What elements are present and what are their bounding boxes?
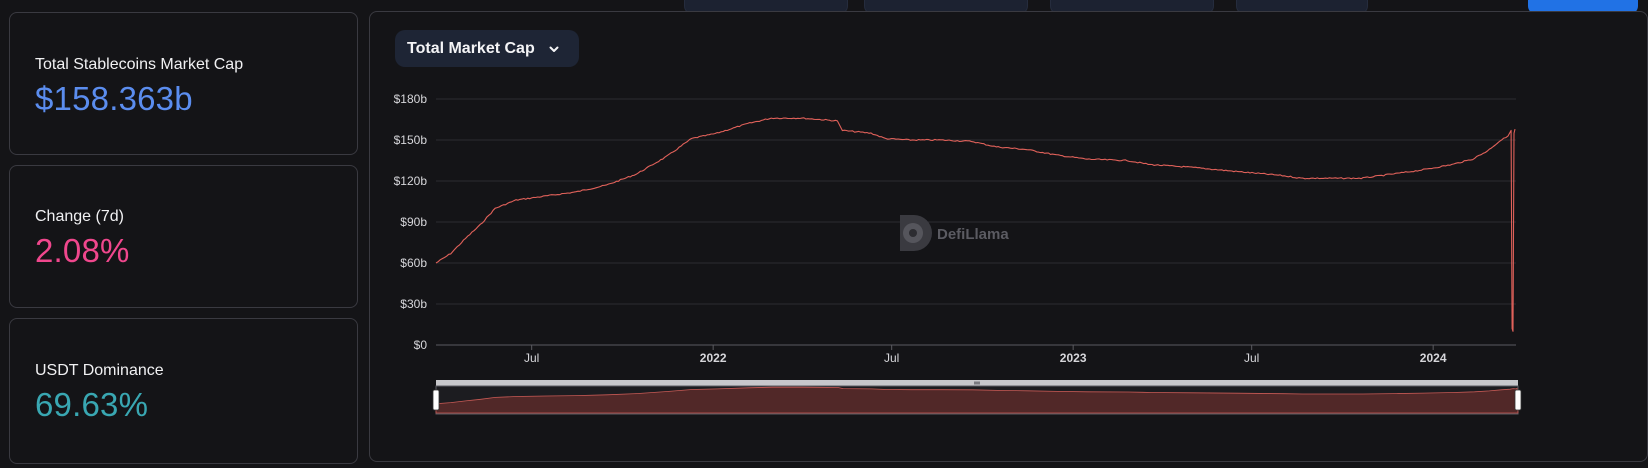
stat-value-market-cap: $158.363b [35, 80, 193, 117]
range-slider-preview-area [435, 386, 1519, 414]
stat-value-usdt-dominance: 69.63% [35, 386, 149, 423]
range-slider-grip-icon[interactable] [974, 381, 980, 385]
x-tick-label: Jul [524, 351, 539, 365]
y-tick-label: $0 [414, 338, 428, 352]
y-tick-label: $60b [400, 256, 427, 270]
stat-value-change-7d: 2.08% [35, 232, 130, 269]
x-tick-label: 2022 [700, 351, 727, 365]
x-tick-label: 2023 [1060, 351, 1087, 365]
series-line [435, 117, 1516, 332]
dropdown-label: Total Market Cap [407, 39, 535, 57]
y-tick-label: $150b [394, 133, 428, 147]
x-axis: Jul 2022 Jul 2023 Jul 2024 [524, 345, 1447, 365]
watermark-text: DefiLlama [937, 226, 1009, 243]
defillama-logo-icon [900, 215, 932, 251]
chart-panel: Total Market Cap $0 $30b $60b $90b $120b $150… [369, 11, 1648, 462]
stat-label-market-cap: Total Stablecoins Market Cap [35, 56, 244, 73]
stat-label-change-7d: Change (7d) [35, 208, 124, 225]
y-tick-label: $90b [400, 215, 427, 229]
y-axis: $0 $30b $60b $90b $120b $150b $180b [394, 92, 428, 352]
market-cap-chart: $0$30b$60b$90b$120b$150b$180b Jul 2022 Jul… [394, 92, 1522, 415]
chart-type-dropdown[interactable]: Total Market Cap [395, 30, 579, 67]
stat-card-usdt-dominance: USDT Dominance 69.63% [9, 318, 358, 464]
range-slider-left-handle[interactable] [432, 389, 440, 411]
x-tick-label: 2024 [1420, 351, 1447, 365]
stat-card-market-cap: Total Stablecoins Market Cap $158.363b [9, 12, 358, 155]
stat-label-usdt-dominance: USDT Dominance [35, 362, 164, 379]
x-tick-label: Jul [1244, 351, 1259, 365]
x-tick-label: Jul [884, 351, 899, 365]
y-tick-label: $120b [394, 174, 428, 188]
chart-grid [436, 98, 1516, 346]
chart-series-line [435, 117, 1516, 332]
chevron-down-icon [549, 46, 559, 52]
range-slider-right-handle[interactable] [1514, 389, 1522, 411]
stat-card-change-7d: Change (7d) 2.08% [9, 165, 358, 308]
y-tick-label: $30b [400, 297, 427, 311]
watermark: DefiLlama [900, 215, 1009, 251]
y-tick-label: $180b [394, 92, 428, 106]
range-slider[interactable] [432, 380, 1522, 415]
